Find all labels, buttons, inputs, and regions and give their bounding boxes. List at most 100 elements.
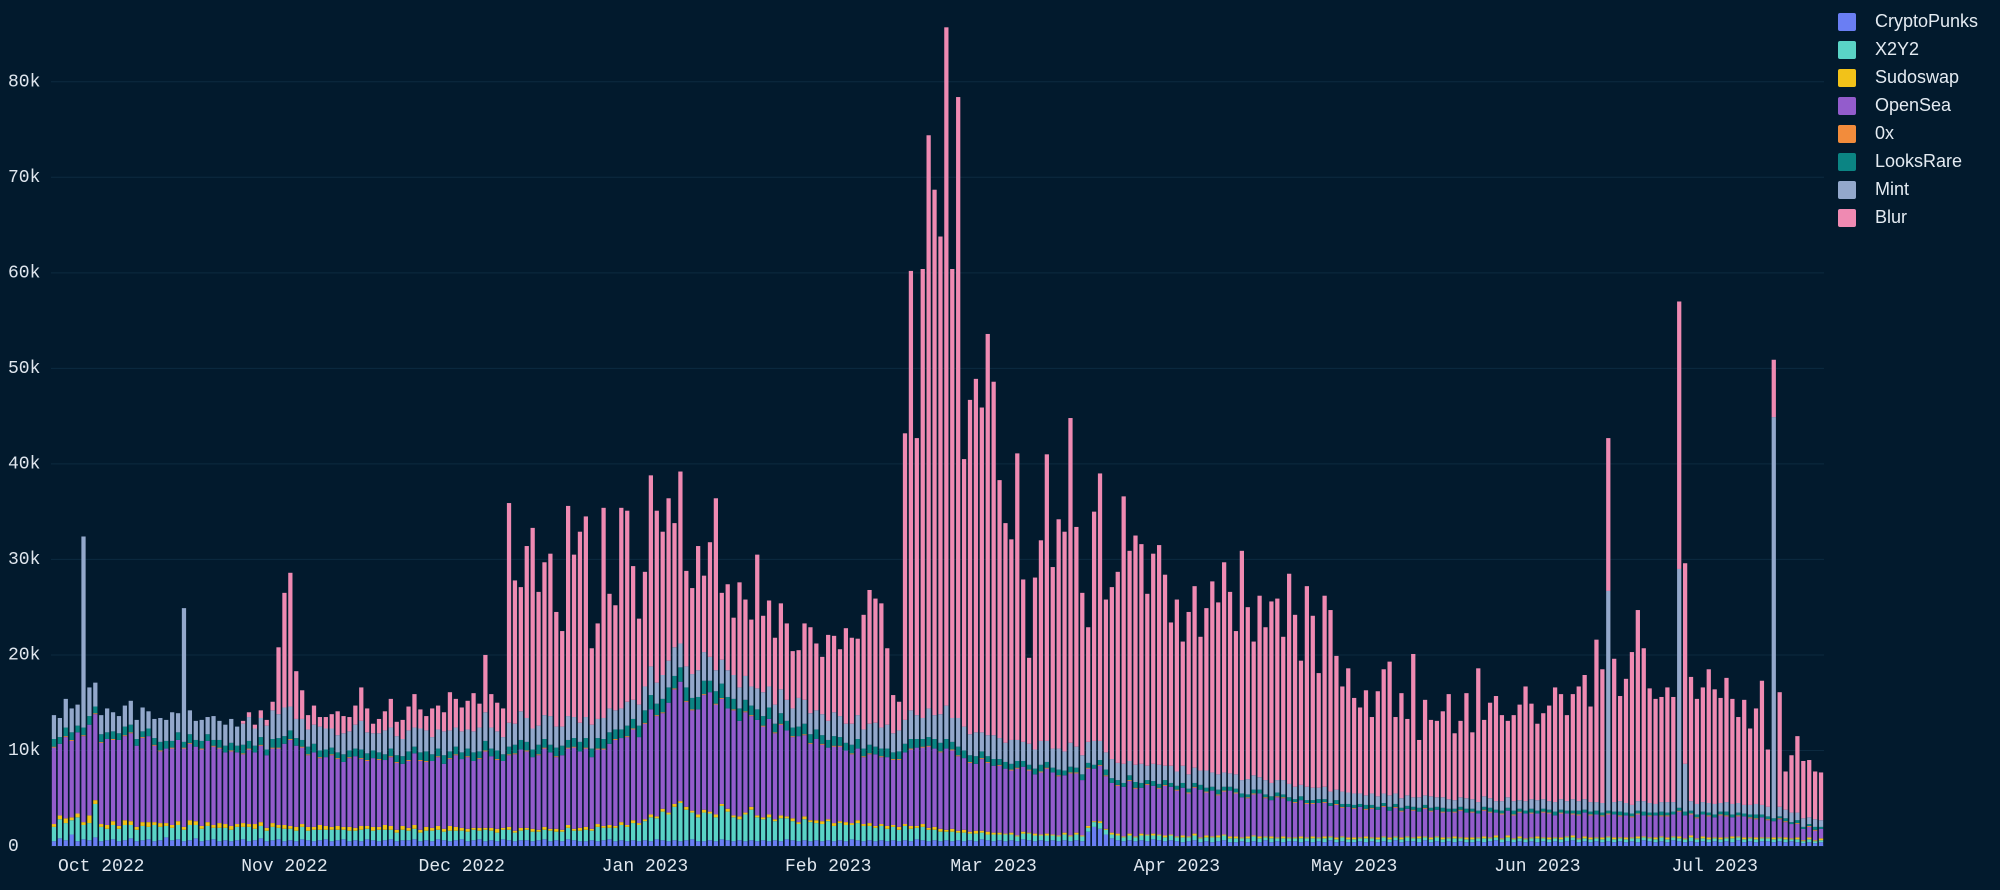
bar-segment <box>1174 790 1179 837</box>
bar-segment <box>365 828 370 840</box>
bar-segment <box>542 739 547 748</box>
bar-segment <box>1009 769 1014 771</box>
bar-segment <box>636 725 642 738</box>
bar-segment <box>323 749 328 758</box>
bar-segment <box>660 698 665 713</box>
y-tick-label: 80k <box>8 73 40 93</box>
bar-segment <box>294 830 299 842</box>
bar-segment <box>447 751 453 759</box>
bar-segment <box>1310 803 1315 837</box>
bar-segment <box>140 825 145 841</box>
bar-segment <box>175 839 181 846</box>
bar-segment <box>761 716 766 726</box>
bar-segment <box>51 715 57 740</box>
bar-segment <box>589 840 594 846</box>
bar-segment <box>1251 775 1256 790</box>
bar-segment <box>1552 838 1558 842</box>
bar-segment <box>382 730 388 755</box>
bar-segment <box>1700 687 1705 803</box>
bar-segment <box>1156 764 1162 784</box>
bar-segment <box>1801 840 1806 842</box>
bar-segment <box>713 691 719 704</box>
bar-segment <box>944 27 949 706</box>
bar-segment <box>140 738 145 823</box>
bar-segment <box>300 718 305 740</box>
bar-segment <box>1216 774 1221 790</box>
bar-segment <box>961 758 967 830</box>
bar-segment <box>240 744 246 754</box>
bar-segment <box>294 841 299 846</box>
bar-segment <box>1564 813 1570 837</box>
bar-segment <box>772 821 778 841</box>
bar-segment <box>1529 812 1534 814</box>
bar-segment <box>418 841 423 846</box>
bar-segment <box>1759 814 1765 818</box>
bar-segment <box>1600 803 1605 813</box>
bar-segment <box>128 700 133 725</box>
bar-segment <box>1724 802 1729 812</box>
bar-segment <box>1576 838 1581 840</box>
bar-segment <box>1375 809 1380 838</box>
bar-segment <box>1529 808 1534 813</box>
bar-segment <box>1192 786 1197 788</box>
bar-segment <box>317 717 323 727</box>
bar-segment <box>1505 837 1510 842</box>
bar-segment <box>311 705 317 725</box>
bar-segment <box>1458 809 1463 811</box>
bar-segment <box>258 744 263 746</box>
bar-segment <box>979 751 984 759</box>
bar-segment <box>1080 835 1085 837</box>
bar-segment <box>554 726 559 748</box>
bar-segment <box>1251 835 1256 837</box>
bar-segment <box>1068 772 1073 774</box>
bar-segment <box>1405 837 1410 842</box>
bar-segment <box>849 824 854 840</box>
bar-segment <box>87 815 92 824</box>
bar-segment <box>690 839 695 846</box>
bar-segment <box>808 743 813 821</box>
bar-segment <box>1210 581 1215 773</box>
bar-segment <box>1594 837 1599 839</box>
bar-segment <box>1109 759 1114 779</box>
bar-segment <box>761 692 766 717</box>
bar-segment <box>63 818 68 824</box>
bar-segment <box>790 821 795 841</box>
bar-segment <box>1245 607 1250 780</box>
bar-segment <box>57 815 62 820</box>
bar-segment <box>69 740 74 818</box>
bar-segment <box>110 712 116 732</box>
bar-segment <box>1021 579 1026 742</box>
bar-segment <box>110 824 116 840</box>
bar-segment <box>1688 801 1694 811</box>
bar-segment <box>896 759 902 761</box>
bar-segment <box>406 706 411 731</box>
bar-segment <box>1724 815 1729 817</box>
bar-segment <box>175 713 181 733</box>
bar-segment <box>288 840 293 846</box>
bar-segment <box>1275 792 1280 797</box>
bar-segment <box>1375 842 1380 846</box>
bar-segment <box>1742 842 1747 846</box>
bar-segment <box>1204 791 1209 793</box>
bar-segment <box>666 812 671 815</box>
bar-segment <box>1552 837 1558 839</box>
bar-segment <box>879 603 884 728</box>
bar-segment <box>1068 418 1073 743</box>
bar-segment <box>1363 795 1369 805</box>
bar-segment <box>430 708 435 738</box>
bar-segment <box>678 801 683 804</box>
bar-segment <box>193 824 198 839</box>
bar-segment <box>264 755 269 828</box>
bar-segment <box>1612 837 1617 840</box>
bar-segment <box>1062 840 1067 846</box>
bar-segment <box>1328 610 1333 792</box>
bar-segment <box>1801 760 1806 819</box>
bar-segment <box>950 741 955 750</box>
bar-segment <box>979 839 984 846</box>
bar-segment <box>684 687 689 701</box>
bar-segment <box>294 745 299 827</box>
bar-segment <box>1298 842 1304 846</box>
bar-segment <box>282 743 287 825</box>
bar-segment <box>648 817 653 842</box>
bar-segment <box>205 840 210 846</box>
